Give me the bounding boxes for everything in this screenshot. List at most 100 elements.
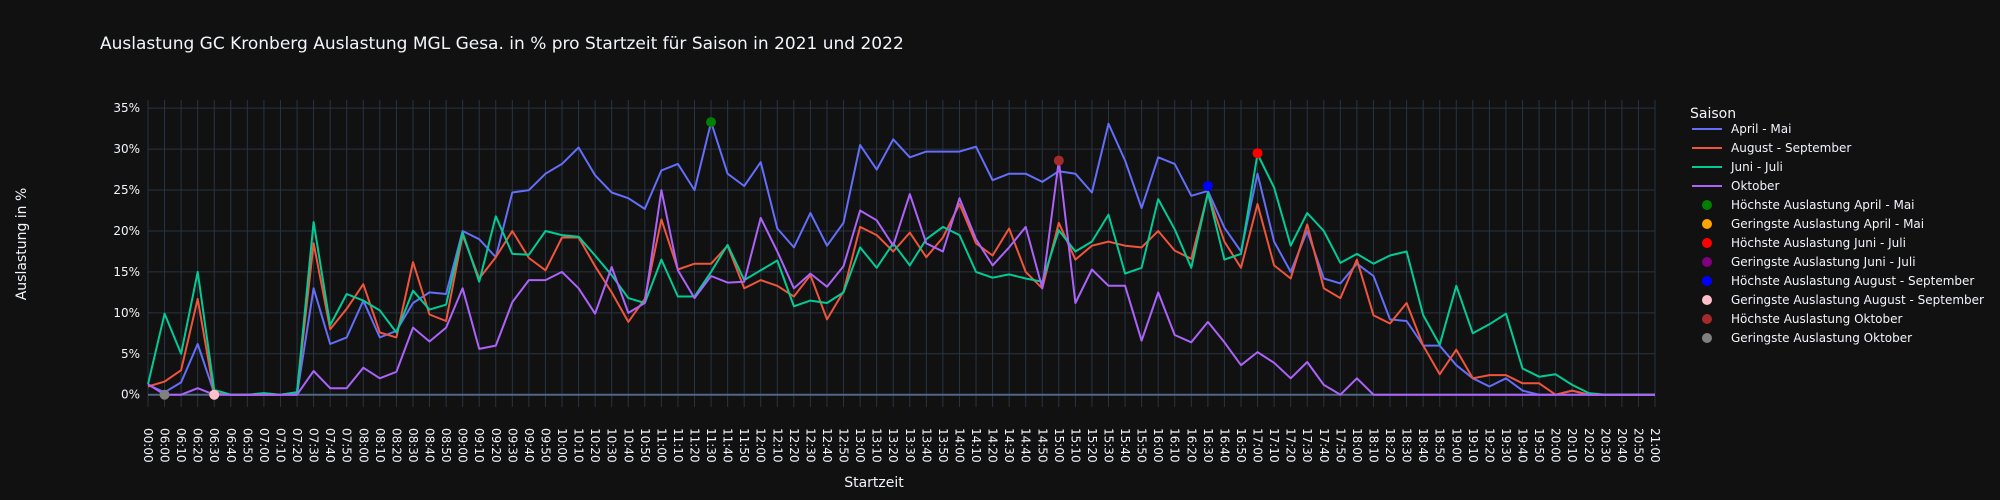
legend-label: Geringste Auslastung August - September: [1731, 293, 1984, 307]
x-tick-label: 10:20: [588, 428, 602, 463]
y-tick-label: 25%: [113, 183, 140, 197]
y-tick-label: 15%: [113, 265, 140, 279]
legend-dot-swatch: [1702, 238, 1712, 248]
legend-dot-swatch: [1702, 333, 1712, 343]
x-tick-label: 11:20: [687, 428, 701, 463]
x-tick-label: 16:20: [1184, 428, 1198, 463]
marker-geringste-auslastung-oktober: [159, 389, 170, 400]
marker-hoechste-auslastung-juni-juli: [1252, 148, 1263, 159]
legend[interactable]: Saison April - Mai August - September Juni…: [1690, 106, 1984, 345]
x-tick-label: 17:20: [1284, 428, 1298, 463]
legend-item-hoechste-auslastung-oktober[interactable]: Höchste Auslastung Oktober: [1702, 312, 1903, 326]
legend-item-hoechste-auslastung-august-september[interactable]: Höchste Auslastung August - September: [1702, 274, 1974, 288]
x-tick-label: 06:30: [207, 428, 221, 463]
x-tick-label: 20:40: [1615, 428, 1629, 463]
x-tick-label: 12:00: [754, 428, 768, 463]
legend-label: Geringste Auslastung Juni - Juli: [1731, 255, 1916, 269]
legend-title: Saison: [1690, 106, 1736, 122]
x-tick-label: 09:30: [505, 428, 519, 463]
y-tick-label: 30%: [113, 142, 140, 156]
chart-title: Auslastung GC Kronberg Auslastung MGL Ge…: [100, 34, 904, 54]
x-tick-label: 10:30: [605, 428, 619, 463]
x-axis-ticks: 00:00 06:00 06:10 06:20 06:30 06:40 06:50 07:00…: [141, 428, 1662, 463]
x-tick-label: 14:20: [986, 428, 1000, 463]
x-tick-label: 19:30: [1499, 428, 1513, 463]
x-tick-label: 09:10: [472, 428, 486, 463]
x-tick-label: 18:30: [1400, 428, 1414, 463]
series-line-oktober: [147, 159, 1655, 396]
x-tick-label: 07:20: [290, 428, 304, 463]
x-tick-label: 18:40: [1416, 428, 1430, 463]
x-tick-label: 10:00: [555, 428, 569, 463]
x-tick-label: 19:40: [1516, 428, 1530, 463]
legend-item-august-september[interactable]: August - September: [1692, 141, 1851, 155]
x-tick-label: 15:50: [1135, 428, 1149, 463]
x-tick-label: 18:20: [1383, 428, 1397, 463]
legend-dot-swatch: [1702, 295, 1712, 305]
y-axis-title: Auslastung in %: [14, 188, 30, 301]
legend-dot-swatch: [1702, 257, 1712, 267]
legend-label: Höchste Auslastung August - September: [1731, 274, 1974, 288]
x-tick-label: 11:30: [704, 428, 718, 463]
legend-item-geringste-auslastung-april-mai[interactable]: Geringste Auslastung April - Mai: [1702, 217, 1924, 231]
x-tick-label: 16:00: [1151, 428, 1165, 463]
legend-dot-swatch: [1702, 276, 1712, 286]
marker-geringste-auslastung-august-september: [209, 389, 220, 400]
x-tick-label: 14:50: [1035, 428, 1049, 463]
legend-dot-swatch: [1702, 219, 1712, 229]
x-tick-label: 17:10: [1267, 428, 1281, 463]
x-tick-label: 20:00: [1549, 428, 1563, 463]
x-tick-label: 21:00: [1648, 428, 1662, 463]
x-tick-label: 08:40: [423, 428, 437, 463]
x-tick-label: 17:40: [1317, 428, 1331, 463]
x-tick-label: 18:50: [1433, 428, 1447, 463]
legend-dot-swatch: [1702, 200, 1712, 210]
x-tick-label: 09:00: [456, 428, 470, 463]
x-tick-label: 13:30: [903, 428, 917, 463]
legend-label: Geringste Auslastung April - Mai: [1731, 217, 1924, 231]
x-tick-label: 12:30: [803, 428, 817, 463]
legend-item-oktober[interactable]: Oktober: [1692, 179, 1779, 193]
x-tick-label: 11:40: [721, 428, 735, 463]
legend-label: April - Mai: [1731, 122, 1791, 136]
x-tick-label: 14:00: [952, 428, 966, 463]
x-tick-label: 13:50: [936, 428, 950, 463]
y-axis-ticks: 0% 5% 10% 15% 20% 25% 30% 35%: [113, 101, 140, 402]
x-tick-label: 09:50: [538, 428, 552, 463]
legend-label: Höchste Auslastung Juni - Juli: [1731, 236, 1906, 250]
x-tick-label: 08:10: [373, 428, 387, 463]
x-tick-label: 06:50: [240, 428, 254, 463]
x-tick-label: 13:00: [853, 428, 867, 463]
y-tick-label: 5%: [121, 347, 140, 361]
y-tick-label: 10%: [113, 306, 140, 320]
x-tick-label: 17:00: [1251, 428, 1265, 463]
legend-label: Höchste Auslastung April - Mai: [1731, 198, 1915, 212]
x-tick-label: 08:00: [356, 428, 370, 463]
legend-dot-swatch: [1702, 314, 1712, 324]
legend-item-hoechste-auslastung-juni-juli[interactable]: Höchste Auslastung Juni - Juli: [1702, 236, 1906, 250]
x-tick-label: 20:20: [1582, 428, 1596, 463]
x-tick-label: 10:40: [621, 428, 635, 463]
x-tick-label: 07:30: [307, 428, 321, 463]
x-tick-label: 07:40: [323, 428, 337, 463]
legend-item-juni-juli[interactable]: Juni - Juli: [1692, 160, 1783, 174]
legend-item-hoechste-auslastung-april-mai[interactable]: Höchste Auslastung April - Mai: [1702, 198, 1915, 212]
x-tick-label: 00:00: [141, 428, 155, 463]
x-tick-label: 07:00: [257, 428, 271, 463]
legend-item-geringste-auslastung-oktober[interactable]: Geringste Auslastung Oktober: [1702, 331, 1912, 345]
x-tick-label: 11:10: [671, 428, 685, 463]
x-tick-label: 09:20: [489, 428, 503, 463]
x-tick-label: 12:50: [837, 428, 851, 463]
marker-hoechste-auslastung-august-september: [1202, 180, 1213, 191]
legend-item-geringste-auslastung-august-september[interactable]: Geringste Auslastung August - September: [1702, 293, 1984, 307]
x-tick-label: 15:20: [1085, 428, 1099, 463]
legend-item-april-mai[interactable]: April - Mai: [1692, 122, 1791, 136]
x-tick-label: 10:10: [572, 428, 586, 463]
x-tick-label: 13:20: [886, 428, 900, 463]
x-tick-label: 16:30: [1201, 428, 1215, 463]
legend-item-geringste-auslastung-juni-juli[interactable]: Geringste Auslastung Juni - Juli: [1702, 255, 1916, 269]
y-tick-label: 20%: [113, 224, 140, 238]
y-tick-label: 0%: [121, 388, 140, 402]
x-tick-label: 15:10: [1068, 428, 1082, 463]
